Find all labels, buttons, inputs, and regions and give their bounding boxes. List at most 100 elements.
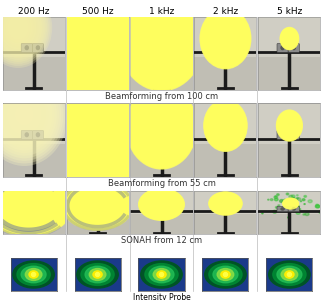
Ellipse shape	[155, 200, 168, 209]
Ellipse shape	[51, 0, 144, 96]
Circle shape	[276, 206, 278, 208]
FancyBboxPatch shape	[149, 44, 160, 52]
Ellipse shape	[8, 191, 49, 220]
Ellipse shape	[137, 98, 186, 156]
Ellipse shape	[208, 18, 243, 59]
Ellipse shape	[84, 24, 111, 56]
Ellipse shape	[66, 90, 129, 164]
FancyBboxPatch shape	[85, 206, 96, 212]
Bar	[67, 190, 129, 214]
Ellipse shape	[277, 111, 301, 140]
Ellipse shape	[135, 9, 188, 71]
Circle shape	[319, 211, 322, 213]
Ellipse shape	[286, 200, 296, 207]
Ellipse shape	[224, 123, 227, 128]
Ellipse shape	[70, 187, 125, 225]
Ellipse shape	[48, 68, 147, 186]
Ellipse shape	[139, 100, 184, 154]
Ellipse shape	[284, 32, 295, 45]
Ellipse shape	[23, 201, 35, 210]
Ellipse shape	[96, 124, 99, 129]
Bar	[194, 57, 256, 90]
Bar	[130, 214, 193, 234]
Ellipse shape	[159, 124, 164, 130]
Ellipse shape	[33, 51, 162, 203]
Ellipse shape	[83, 23, 112, 57]
Ellipse shape	[124, 0, 199, 84]
Ellipse shape	[282, 117, 297, 134]
Ellipse shape	[36, 53, 160, 201]
Ellipse shape	[214, 196, 237, 211]
Ellipse shape	[209, 192, 242, 215]
Ellipse shape	[83, 110, 112, 144]
Ellipse shape	[81, 194, 114, 217]
Ellipse shape	[85, 266, 110, 283]
Circle shape	[296, 212, 300, 214]
Ellipse shape	[42, 61, 153, 193]
Ellipse shape	[44, 63, 151, 191]
Ellipse shape	[50, 0, 145, 97]
Circle shape	[262, 213, 263, 214]
Ellipse shape	[150, 196, 173, 212]
Ellipse shape	[213, 111, 238, 140]
Ellipse shape	[0, 79, 55, 151]
Ellipse shape	[129, 89, 194, 165]
Ellipse shape	[85, 197, 110, 214]
Ellipse shape	[0, 177, 69, 234]
Ellipse shape	[1, 7, 35, 48]
Ellipse shape	[205, 102, 245, 149]
Ellipse shape	[206, 16, 245, 61]
Ellipse shape	[217, 28, 234, 49]
Ellipse shape	[202, 11, 249, 66]
Ellipse shape	[159, 202, 164, 206]
Ellipse shape	[154, 118, 169, 136]
Ellipse shape	[150, 26, 173, 53]
Ellipse shape	[0, 176, 71, 236]
Ellipse shape	[145, 21, 178, 59]
Ellipse shape	[76, 190, 119, 221]
Ellipse shape	[289, 125, 290, 126]
Ellipse shape	[199, 8, 252, 69]
Ellipse shape	[213, 110, 238, 141]
Ellipse shape	[283, 198, 298, 209]
Ellipse shape	[21, 200, 36, 211]
Circle shape	[289, 195, 293, 198]
Ellipse shape	[25, 0, 171, 127]
Bar	[67, 57, 129, 90]
Circle shape	[280, 200, 284, 202]
Ellipse shape	[128, 87, 195, 166]
Ellipse shape	[91, 120, 104, 134]
Ellipse shape	[93, 202, 102, 209]
Ellipse shape	[0, 178, 68, 233]
Ellipse shape	[138, 12, 185, 68]
Ellipse shape	[78, 104, 117, 150]
Ellipse shape	[73, 188, 122, 223]
Ellipse shape	[0, 0, 42, 56]
Ellipse shape	[70, 186, 125, 225]
Ellipse shape	[288, 202, 294, 206]
Ellipse shape	[92, 202, 103, 209]
Ellipse shape	[152, 116, 171, 138]
Ellipse shape	[285, 121, 294, 130]
Ellipse shape	[149, 112, 174, 142]
Ellipse shape	[74, 100, 121, 154]
Text: 5 kHz: 5 kHz	[277, 8, 302, 16]
Ellipse shape	[55, 76, 141, 178]
Ellipse shape	[75, 100, 120, 154]
Ellipse shape	[159, 203, 164, 206]
Ellipse shape	[37, 55, 158, 199]
Ellipse shape	[140, 190, 183, 219]
Ellipse shape	[92, 34, 103, 46]
Ellipse shape	[148, 111, 175, 143]
Ellipse shape	[216, 114, 235, 137]
Ellipse shape	[71, 8, 124, 72]
Ellipse shape	[279, 113, 300, 138]
Ellipse shape	[4, 188, 54, 223]
Ellipse shape	[214, 112, 237, 139]
Circle shape	[273, 210, 277, 213]
Ellipse shape	[15, 23, 22, 32]
Ellipse shape	[36, 54, 159, 200]
Ellipse shape	[151, 197, 172, 212]
Ellipse shape	[0, 1, 40, 54]
Ellipse shape	[212, 109, 239, 142]
